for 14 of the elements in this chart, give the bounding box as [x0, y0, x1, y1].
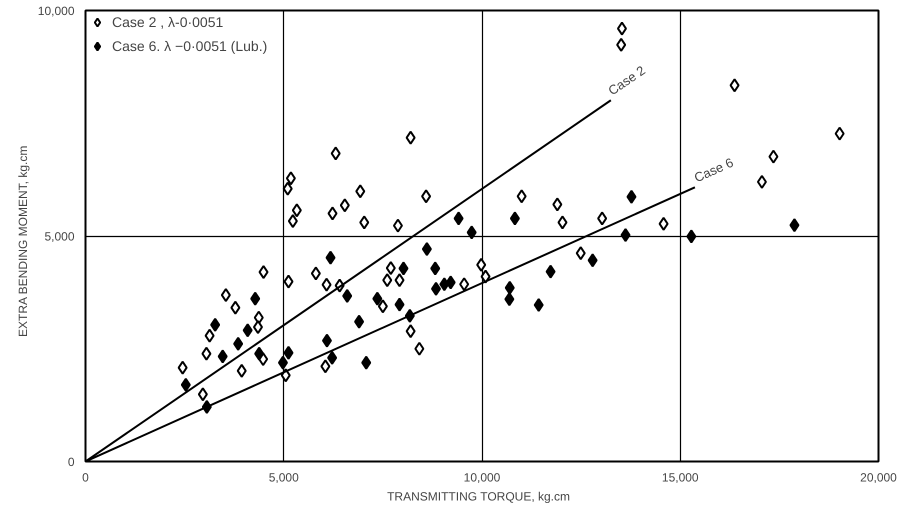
x-tick-label: 10,000: [464, 470, 501, 484]
text: Case 2: [605, 62, 648, 98]
x-tick-label: 15,000: [662, 470, 699, 484]
y-axis-title: EXTRA BENDING MOMENT, kg.cm: [16, 146, 30, 338]
x-tick-label: 0: [82, 470, 90, 484]
y-tick-label: 10,000: [38, 4, 75, 18]
y-tick-label: 0: [68, 455, 75, 469]
x-tick-label: 20,000: [860, 470, 898, 484]
legend-label: Case 6. λ −0·0051 (Lub.): [112, 38, 268, 54]
x-tick-label: 5,000: [268, 470, 300, 484]
legend-label: Case 2 , λ-0·0051: [112, 14, 224, 30]
text: Case 6: [692, 154, 736, 186]
x-axis-title: TRANSMITTING TORQUE, kg.cm: [387, 490, 570, 504]
y-tick-label: 5,000: [44, 230, 75, 244]
